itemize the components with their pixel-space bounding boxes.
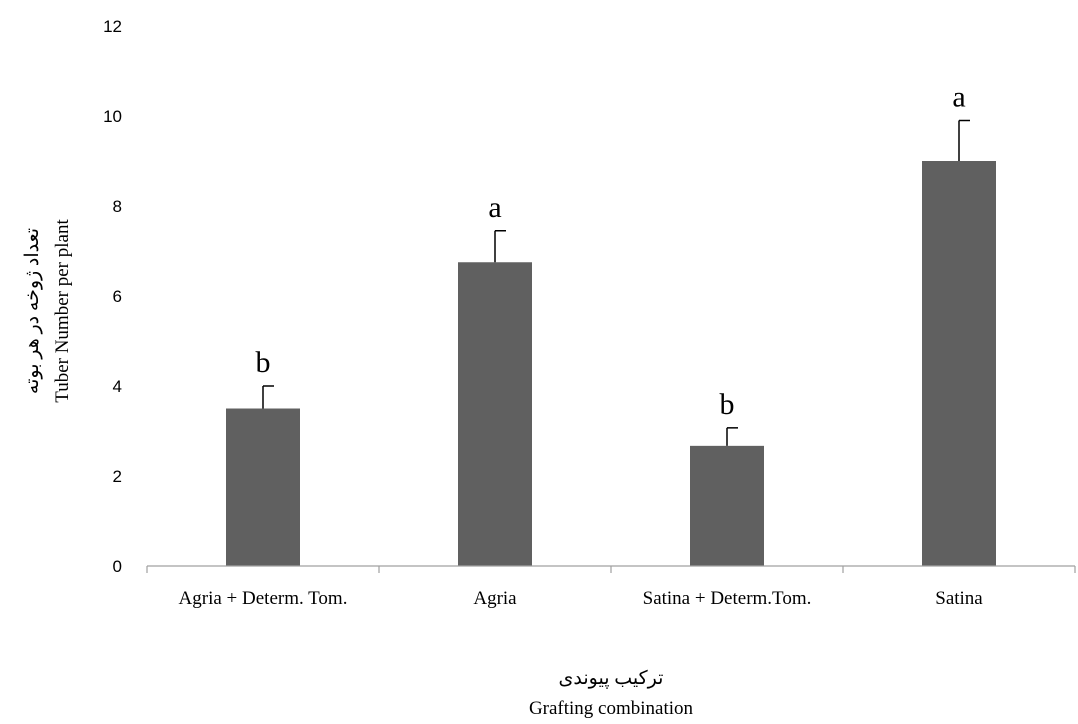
significance-letter: b bbox=[256, 346, 271, 379]
significance-letter: b bbox=[720, 388, 735, 421]
y-tick-label: 8 bbox=[113, 197, 122, 216]
y-tick-label: 12 bbox=[103, 17, 122, 36]
x-axis-title-persian: ترکیب پیوندی bbox=[559, 668, 664, 689]
y-axis-title-persian: تعداد ژوخه در هر بوته bbox=[22, 228, 43, 394]
x-axis-title-english: Grafting combination bbox=[529, 698, 694, 719]
y-tick-label: 2 bbox=[113, 467, 122, 486]
y-axis-title-english: Tuber Number per plant bbox=[52, 219, 73, 403]
x-tick-label: Satina bbox=[935, 588, 983, 609]
bar bbox=[690, 445, 764, 566]
bar bbox=[226, 408, 300, 566]
x-tick-label: Agria + Determ. Tom. bbox=[179, 588, 348, 609]
bar bbox=[458, 262, 532, 566]
significance-letter: a bbox=[952, 81, 965, 114]
y-tick-label: 6 bbox=[113, 287, 122, 306]
y-tick-label: 4 bbox=[113, 377, 122, 396]
bar bbox=[922, 161, 996, 566]
significance-letter: a bbox=[488, 191, 501, 224]
y-axis-title: تعداد ژوخه در هر بوته Tuber Number per p… bbox=[22, 219, 73, 403]
x-tick-label: Satina + Determ.Tom. bbox=[643, 588, 812, 609]
x-tick-label: Agria bbox=[473, 588, 517, 609]
y-tick-label: 0 bbox=[113, 557, 122, 576]
y-tick-label: 10 bbox=[103, 107, 122, 126]
